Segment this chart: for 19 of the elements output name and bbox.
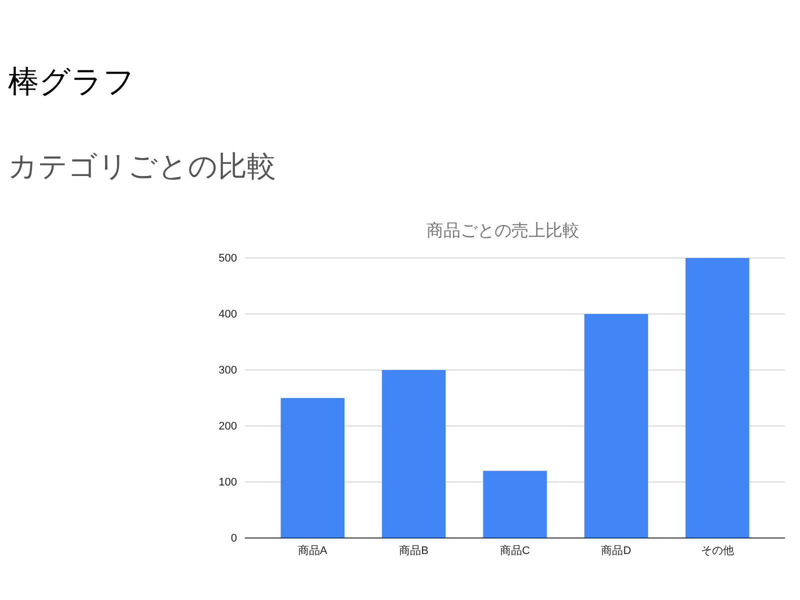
y-tick-label: 400 bbox=[218, 308, 237, 321]
x-tick-label: 商品B bbox=[399, 544, 428, 557]
text: 棒グラフ bbox=[8, 64, 135, 100]
bar bbox=[686, 258, 750, 538]
text: カテゴリごとの比較 bbox=[8, 149, 276, 183]
x-tick-label: 商品A bbox=[298, 544, 328, 557]
y-tick-label: 500 bbox=[218, 252, 237, 265]
bar bbox=[382, 370, 446, 538]
y-tick-label: 100 bbox=[218, 476, 237, 489]
bar bbox=[280, 398, 344, 538]
x-tick-label: その他 bbox=[700, 544, 734, 557]
x-tick-label: 商品C bbox=[500, 544, 530, 557]
bar bbox=[584, 314, 648, 538]
bar bbox=[483, 470, 547, 538]
chart-title: 商品ごとの売上比較 bbox=[426, 221, 580, 241]
y-tick-label: 200 bbox=[218, 420, 237, 433]
x-tick-label: 商品D bbox=[601, 544, 632, 557]
y-tick-label: 300 bbox=[218, 364, 237, 377]
y-tick-label: 0 bbox=[230, 532, 237, 545]
